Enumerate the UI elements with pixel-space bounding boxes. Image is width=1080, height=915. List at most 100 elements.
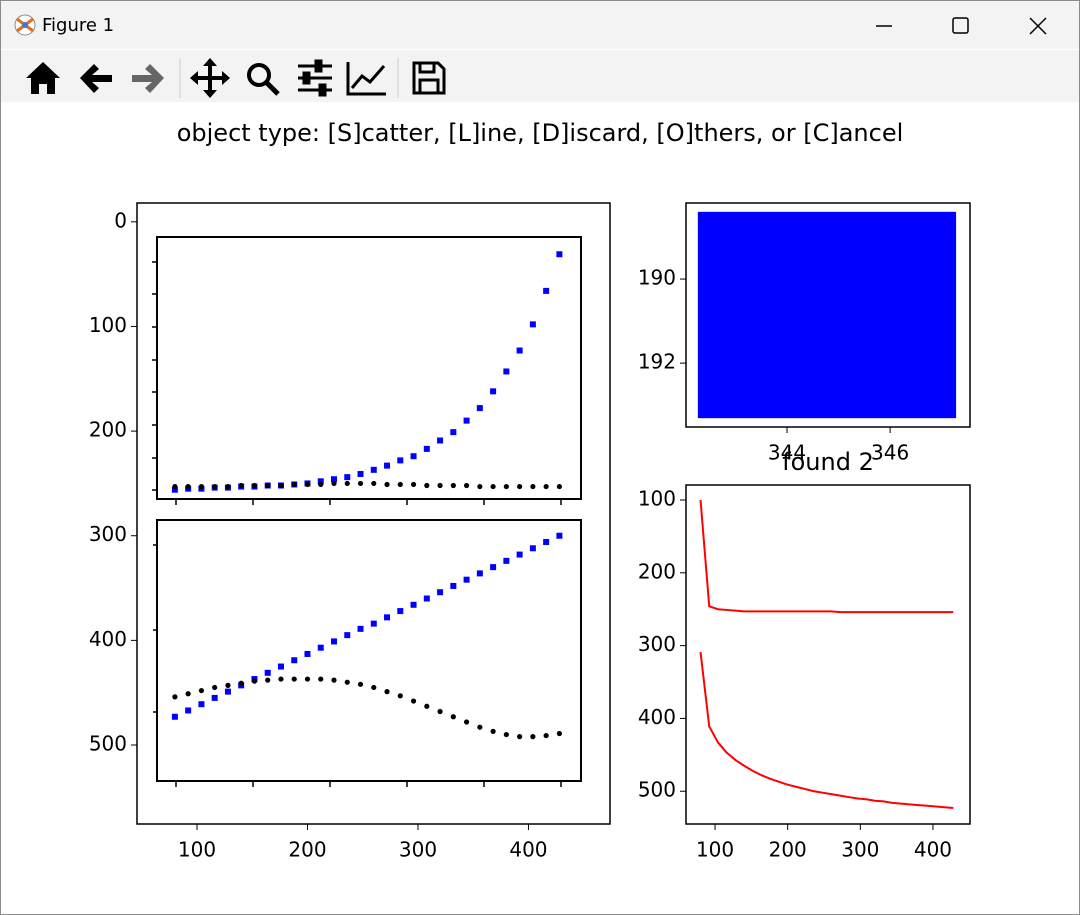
scatter-point <box>437 589 444 596</box>
scatter-point <box>384 481 390 488</box>
scatter-point <box>424 482 430 489</box>
scatter-point <box>278 482 284 489</box>
scatter-point <box>530 483 536 490</box>
scatter-point <box>277 663 284 670</box>
scatter-point <box>490 483 496 490</box>
prompt-text: object type: [S]catter, [L]ine, [D]iscar… <box>177 119 904 147</box>
scatter-point <box>238 482 244 489</box>
x-tick-label: 200 <box>288 838 326 862</box>
scatter-point <box>344 632 351 639</box>
scatter-point <box>556 730 562 737</box>
scatter-point <box>463 576 470 583</box>
scatter-point <box>185 691 191 697</box>
scatter-point <box>225 483 231 490</box>
x-tick-label: 400 <box>509 838 547 862</box>
scatter-point <box>344 679 350 685</box>
scatter-point <box>490 564 497 571</box>
scatter-point <box>517 734 523 740</box>
back-button[interactable] <box>80 64 112 93</box>
scatter-point <box>265 677 271 683</box>
scatter-point <box>397 481 403 488</box>
x-tick-label: 400 <box>914 838 952 862</box>
pan-button[interactable] <box>190 58 230 98</box>
scatter-point <box>185 483 191 490</box>
scatter-point <box>304 481 311 488</box>
scatter-point <box>490 388 497 395</box>
scatter-point <box>543 483 549 490</box>
y-tick-label: 200 <box>89 418 127 442</box>
close-button[interactable] <box>1029 17 1047 35</box>
scatter-point <box>304 676 311 682</box>
save-button[interactable] <box>412 61 446 95</box>
scatter-point <box>291 676 297 682</box>
scatter-point <box>397 693 403 699</box>
axes-button[interactable] <box>346 62 386 96</box>
scatter-point <box>543 732 549 739</box>
scatter-point <box>450 482 456 489</box>
scatter-point <box>477 483 483 490</box>
scatter-point <box>225 682 231 688</box>
scatter-point <box>331 677 337 683</box>
y-tick-label: 0 <box>114 208 127 232</box>
zoom-button[interactable] <box>247 63 280 96</box>
y-tick-label: 200 <box>638 559 676 583</box>
scatter-point <box>437 437 444 444</box>
scatter-point <box>172 483 178 490</box>
scatter-point <box>357 480 364 487</box>
scatter-point <box>529 545 536 552</box>
scatter-point <box>317 478 324 485</box>
app-icon <box>14 14 36 36</box>
scatter-point <box>490 728 496 734</box>
scatter-point <box>212 684 218 691</box>
axes-frame <box>685 484 971 825</box>
scatter-point <box>476 405 483 412</box>
scatter-point <box>410 453 417 460</box>
image-patch <box>697 211 957 419</box>
scatter-point <box>503 557 510 564</box>
data-line <box>699 652 954 809</box>
scatter-point <box>410 601 417 608</box>
scatter-point <box>304 650 311 657</box>
scatter-point <box>503 368 510 375</box>
scatter-point <box>357 681 364 687</box>
scatter-point <box>265 482 271 489</box>
scatter-point <box>423 595 430 602</box>
x-tick-label: 346 <box>871 441 909 465</box>
scatter-point <box>463 417 470 424</box>
x-tick-label: 100 <box>696 838 734 862</box>
scatter-point <box>331 638 338 645</box>
y-tick-label: 300 <box>89 522 127 546</box>
scatter-point <box>437 482 443 489</box>
forward-button[interactable] <box>132 64 164 93</box>
scatter-point <box>503 731 509 738</box>
scatter-point <box>556 532 563 539</box>
scatter-point <box>516 347 523 354</box>
y-tick-label: 300 <box>638 632 676 656</box>
home-button[interactable] <box>26 62 60 94</box>
subplot: 344 346 190 192 <box>638 202 971 465</box>
scatter-point <box>224 688 231 695</box>
scatter-point <box>251 678 258 684</box>
scatter-point <box>331 480 337 487</box>
scatter-point <box>556 483 562 490</box>
maximize-button[interactable] <box>952 17 969 34</box>
scatter-point <box>198 701 205 708</box>
y-tick-label: 400 <box>638 705 676 729</box>
scatter-point <box>450 429 457 436</box>
scatter-point <box>251 482 258 489</box>
scatter-point <box>370 620 377 627</box>
y-tick-label: 500 <box>89 732 127 756</box>
scatter-point <box>317 644 324 651</box>
scatter-point <box>397 608 404 615</box>
subplot: 100 200 300 400 100 200 300 400 500 found 2 <box>638 448 971 862</box>
y-tick-label: 192 <box>638 350 676 374</box>
axes-frame <box>136 202 611 825</box>
x-tick-label: 300 <box>399 838 437 862</box>
data-line <box>699 499 954 614</box>
scatter-point <box>318 676 324 682</box>
scatter-point <box>211 694 218 701</box>
subplot-title: found 2 <box>782 448 874 476</box>
configure-button[interactable] <box>298 59 332 97</box>
